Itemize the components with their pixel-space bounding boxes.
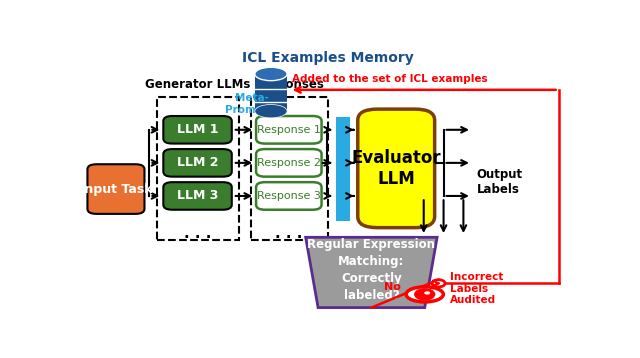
- Ellipse shape: [255, 105, 287, 118]
- FancyBboxPatch shape: [256, 149, 321, 176]
- Circle shape: [415, 289, 435, 300]
- Bar: [336, 117, 350, 221]
- FancyBboxPatch shape: [88, 164, 145, 214]
- Circle shape: [424, 291, 430, 295]
- Text: Incorrect
Labels
Audited: Incorrect Labels Audited: [449, 272, 503, 305]
- Text: Response 3: Response 3: [257, 191, 321, 201]
- Polygon shape: [306, 237, 437, 308]
- Text: Evaluator
LLM: Evaluator LLM: [351, 149, 441, 188]
- Text: Input Task: Input Task: [80, 183, 152, 195]
- Text: No: No: [384, 282, 401, 292]
- FancyBboxPatch shape: [163, 149, 232, 176]
- FancyBboxPatch shape: [163, 116, 232, 144]
- Text: Responses: Responses: [254, 78, 325, 91]
- Ellipse shape: [406, 287, 444, 302]
- Text: . . .: . . .: [184, 226, 211, 241]
- Text: Generator LLMs: Generator LLMs: [145, 78, 250, 91]
- Circle shape: [432, 280, 445, 287]
- Text: . . .: . . .: [275, 226, 303, 241]
- Text: ICL Examples Memory: ICL Examples Memory: [242, 51, 414, 65]
- FancyBboxPatch shape: [256, 182, 321, 210]
- Text: LLM 1: LLM 1: [177, 123, 218, 136]
- Bar: [157, 97, 239, 240]
- Text: Response 2: Response 2: [257, 158, 321, 168]
- Text: Meta-
Prompt: Meta- Prompt: [225, 93, 269, 115]
- Text: Added to the set of ICL examples: Added to the set of ICL examples: [292, 74, 488, 84]
- FancyBboxPatch shape: [358, 109, 435, 228]
- Text: Response 1: Response 1: [257, 125, 321, 135]
- Text: LLM 2: LLM 2: [177, 156, 218, 169]
- Text: Regular Expression
Matching:
Correctly
labeled?: Regular Expression Matching: Correctly l…: [307, 238, 435, 302]
- FancyBboxPatch shape: [163, 182, 232, 210]
- Text: Output
Labels: Output Labels: [477, 168, 523, 196]
- Text: LLM 3: LLM 3: [177, 189, 218, 203]
- Bar: [255, 74, 287, 111]
- Bar: [251, 97, 328, 240]
- FancyBboxPatch shape: [256, 116, 321, 144]
- Ellipse shape: [255, 67, 287, 81]
